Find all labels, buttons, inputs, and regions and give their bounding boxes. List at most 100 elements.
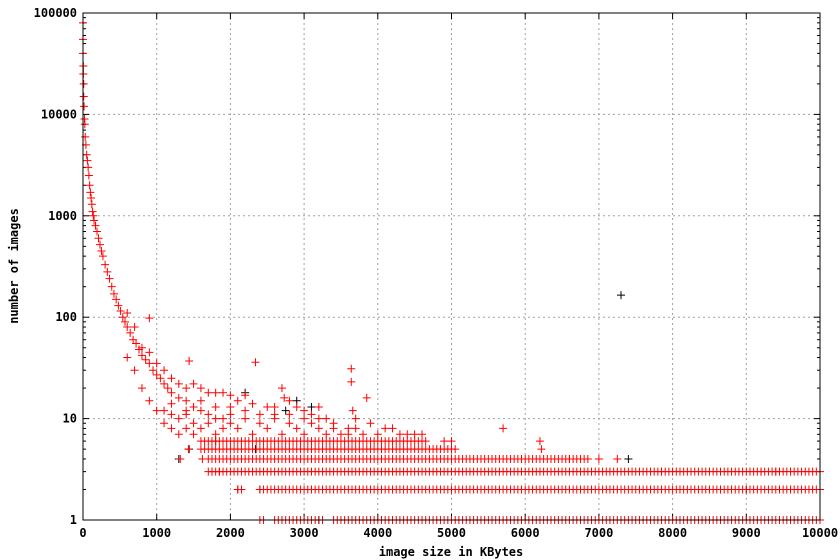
data-point-series-2 [97,246,106,255]
data-point-series-2 [83,156,92,165]
data-point-series-2 [105,274,114,283]
data-point-series-2 [204,388,213,397]
data-point-series-2 [145,314,154,323]
data-point-series-2 [277,430,286,439]
x-tick-label: 0 [79,526,86,540]
data-point-series-2 [348,406,357,415]
data-point-series-2 [130,366,139,375]
data-point-series-2 [344,430,353,439]
data-point-series-2 [410,430,419,439]
data-point-series-2 [351,424,360,433]
data-point-series-2 [90,216,99,225]
data-point-series-2 [314,403,323,412]
data-point-series-2 [263,403,272,412]
data-point-series-2 [248,430,257,439]
data-point-series-2 [314,424,323,433]
data-point-series-2 [285,396,294,405]
data-point-series-2 [116,307,125,316]
data-point-series-2 [189,430,198,439]
data-point-series-2 [174,414,183,423]
data-point-series-2 [300,414,309,423]
data-point-series-2 [112,295,121,304]
data-point-series-2 [101,260,110,269]
data-point-series-2 [418,430,427,439]
data-point-series-2 [219,414,228,423]
x-tick-label: 9000 [732,526,761,540]
data-point-series-2 [447,437,456,446]
data-point-series-2 [322,430,331,439]
data-point-series-2 [285,410,294,419]
data-point-series-2 [277,384,286,393]
data-point-series-2 [211,403,220,412]
data-point-series-2 [351,414,360,423]
data-point-series-2 [451,445,460,454]
data-point-series-2 [182,424,191,433]
data-point-series-2 [226,410,235,419]
data-point-series-2 [189,379,198,388]
data-point-series-2 [347,377,356,386]
x-tick-label: 4000 [363,526,392,540]
data-point-series-2 [81,132,90,141]
data-point-series-2 [241,414,250,423]
y-axis-label: number of images [7,208,21,324]
data-point-series-2 [307,419,316,428]
data-point-series-2 [233,396,242,405]
data-point-series-2 [329,424,338,433]
data-point-series-2 [583,454,592,463]
data-point-series-2 [123,323,132,332]
data-point-series-2 [292,403,301,412]
data-point-series-2 [226,419,235,428]
data-point-series-2 [182,384,191,393]
data-point-series-2 [292,424,301,433]
data-point-series-2 [196,424,205,433]
data-point-series-2 [366,419,375,428]
data-point-series-2 [80,120,89,129]
data-point-series-2 [211,388,220,397]
x-tick-label: 8000 [658,526,687,540]
data-point-series-2 [137,384,146,393]
data-point-series-2 [362,393,371,402]
data-point-series-2 [211,414,220,423]
y-tick-label: 100000 [34,6,77,20]
data-point-series-2 [103,267,112,276]
data-point-series-2 [137,351,146,360]
data-point-series-2 [87,200,96,209]
data-point-series-2 [241,391,250,400]
data-point-series-2 [184,445,193,454]
data-point-series-2 [152,370,161,379]
data-point-series-2 [204,410,213,419]
data-point-series-1 [281,406,290,415]
data-point-series-2 [89,211,98,220]
data-point-series-2 [95,240,104,249]
data-point-series-2 [251,358,260,367]
data-point-series-2 [174,430,183,439]
data-point-series-2 [86,188,95,197]
data-point-series-2 [167,424,176,433]
data-point-series-2 [255,410,264,419]
data-point-series-2 [123,309,132,318]
data-point-series-2 [130,323,139,332]
data-point-series-2 [126,328,135,337]
data-point-series-2 [93,227,102,236]
data-point-series-2 [182,396,191,405]
data-point-series-2 [132,339,141,348]
x-axis-label: image size in KBytes [379,545,524,559]
data-point-series-2 [182,406,191,415]
data-point-series-2 [226,403,235,412]
x-axis-ticks: 0 1000 2000 3000 4000 5000 6000 7000 8000 9000 100… [79,13,838,540]
data-point-series-2 [196,384,205,393]
data-point-series-2 [189,419,198,428]
data-point-series-1 [617,291,626,300]
data-point-series-2 [91,221,100,230]
x-tick-label: 7000 [584,526,613,540]
data-point-series-2 [537,445,546,454]
data-point-series-2 [241,406,250,415]
data-point-series-2 [347,364,356,373]
data-point-series-2 [87,193,96,202]
data-point-series-2 [141,355,150,364]
data-point-series-2 [237,485,246,494]
data-point-series-2 [280,393,289,402]
data-point-series-2 [322,414,331,423]
data-point-series-2 [145,359,154,368]
data-point-series-2 [359,430,368,439]
